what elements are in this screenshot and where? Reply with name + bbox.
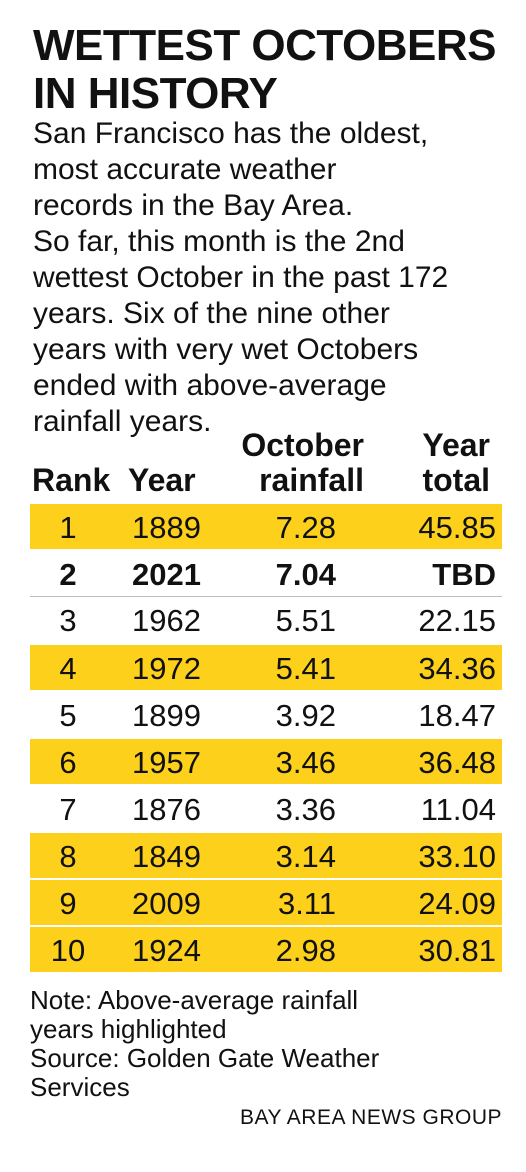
year-cell: 1957 [132, 745, 201, 780]
october-rainfall-cell: 7.04 [275, 557, 336, 592]
table-row: 2 2021 7.04 TBD [30, 549, 502, 596]
intro-text: San Francisco has the oldest, most accur… [33, 116, 513, 440]
october-rainfall-cell: 5.41 [275, 651, 336, 686]
table-row: 7 1876 3.36 11.04 [30, 784, 502, 831]
intro-line: most accurate weather [33, 153, 337, 186]
title-line: WETTEST OCTOBERS [33, 21, 496, 70]
year-total-cell: 36.48 [418, 745, 496, 780]
source-line: Services [30, 1072, 130, 1102]
table-row: 6 1957 3.46 36.48 [30, 737, 502, 784]
footnotes: Note: Above-average rainfall years highl… [30, 986, 500, 1102]
year-cell: 1889 [132, 510, 201, 545]
year-total-cell: 22.15 [418, 603, 496, 638]
october-rainfall-cell: 2.98 [275, 933, 336, 968]
table-row: 9 2009 3.11 24.09 [30, 878, 502, 925]
header-year-total: Year total [422, 428, 490, 498]
year-total-cell: 30.81 [418, 933, 496, 968]
october-rainfall-cell: 3.36 [275, 792, 336, 827]
table-header: Rank Year October rainfall Year total [30, 418, 502, 502]
year-total-cell: 45.85 [418, 510, 496, 545]
rank-cell: 2 [59, 557, 77, 592]
intro-line: rainfall years. [33, 405, 212, 438]
october-rainfall-cell: 3.46 [275, 745, 336, 780]
header-line: Year [422, 427, 490, 463]
year-total-cell: 34.36 [418, 651, 496, 686]
title-line: IN HISTORY [33, 69, 278, 118]
october-rainfall-cell: 3.14 [275, 839, 336, 874]
year-cell: 1899 [132, 698, 201, 733]
page-title: WETTEST OCTOBERS IN HISTORY [33, 22, 513, 118]
rank-cell: 4 [59, 651, 77, 686]
rank-cell: 3 [59, 603, 77, 638]
note-line: Note: Above-average rainfall [30, 985, 359, 1015]
credit-text: BAY AREA NEWS GROUP [240, 1106, 502, 1129]
intro-line: San Francisco has the oldest, [33, 117, 429, 150]
table-row: 10 1924 2.98 30.81 [30, 925, 502, 972]
rank-cell: 7 [59, 792, 77, 827]
intro-line: So far, this month is the 2nd [33, 225, 405, 258]
header-line: Rank [32, 462, 111, 498]
rank-cell: 8 [59, 839, 77, 874]
year-total-cell: 33.10 [418, 839, 496, 874]
header-line: October [241, 427, 364, 463]
table-row: 1 1889 7.28 45.85 [30, 502, 502, 549]
intro-line: ended with above-average [33, 369, 387, 402]
year-total-cell: 18.47 [418, 698, 496, 733]
october-rainfall-cell: 3.92 [275, 698, 336, 733]
header-year: Year [128, 463, 196, 498]
rank-cell: 5 [59, 698, 77, 733]
year-cell: 1924 [132, 933, 201, 968]
year-cell: 1962 [132, 603, 201, 638]
year-total-cell: 24.09 [418, 886, 496, 921]
rank-cell: 9 [59, 886, 77, 921]
intro-line: records in the Bay Area. [33, 189, 354, 222]
table-body: 1 1889 7.28 45.85 2 2021 7.04 TBD 3 1962 5.51 22.15… [30, 502, 502, 972]
header-rank: Rank [32, 463, 110, 498]
note-line: years highlighted [30, 1014, 227, 1044]
intro-line: years with very wet Octobers [33, 333, 419, 366]
rank-cell: 10 [50, 933, 86, 968]
year-total-cell: TBD [432, 557, 496, 592]
table-row: 5 1899 3.92 18.47 [30, 690, 502, 737]
year-total-cell: 11.04 [420, 792, 496, 827]
header-line: Year [128, 462, 196, 498]
october-rainfall-cell: 7.28 [275, 510, 336, 545]
year-cell: 1972 [132, 651, 201, 686]
header-line: total [422, 462, 490, 498]
table-row: 3 1962 5.51 22.15 [30, 596, 502, 643]
year-cell: 1876 [132, 792, 201, 827]
header-october-rainfall: October rainfall [241, 428, 364, 498]
header-line: rainfall [259, 462, 364, 498]
intro-line: wettest October in the past 172 [33, 261, 449, 294]
table-row: 8 1849 3.14 33.10 [30, 831, 502, 878]
year-cell: 2009 [132, 886, 201, 921]
october-rainfall-cell: 5.51 [275, 603, 336, 638]
year-cell: 1849 [132, 839, 201, 874]
source-line: Source: Golden Gate Weather [30, 1043, 380, 1073]
october-rainfall-cell: 3.11 [277, 886, 336, 921]
year-cell: 2021 [132, 557, 201, 592]
rank-cell: 1 [59, 510, 77, 545]
rank-cell: 6 [59, 745, 77, 780]
intro-line: years. Six of the nine other [33, 297, 390, 330]
table-row: 4 1972 5.41 34.36 [30, 643, 502, 690]
